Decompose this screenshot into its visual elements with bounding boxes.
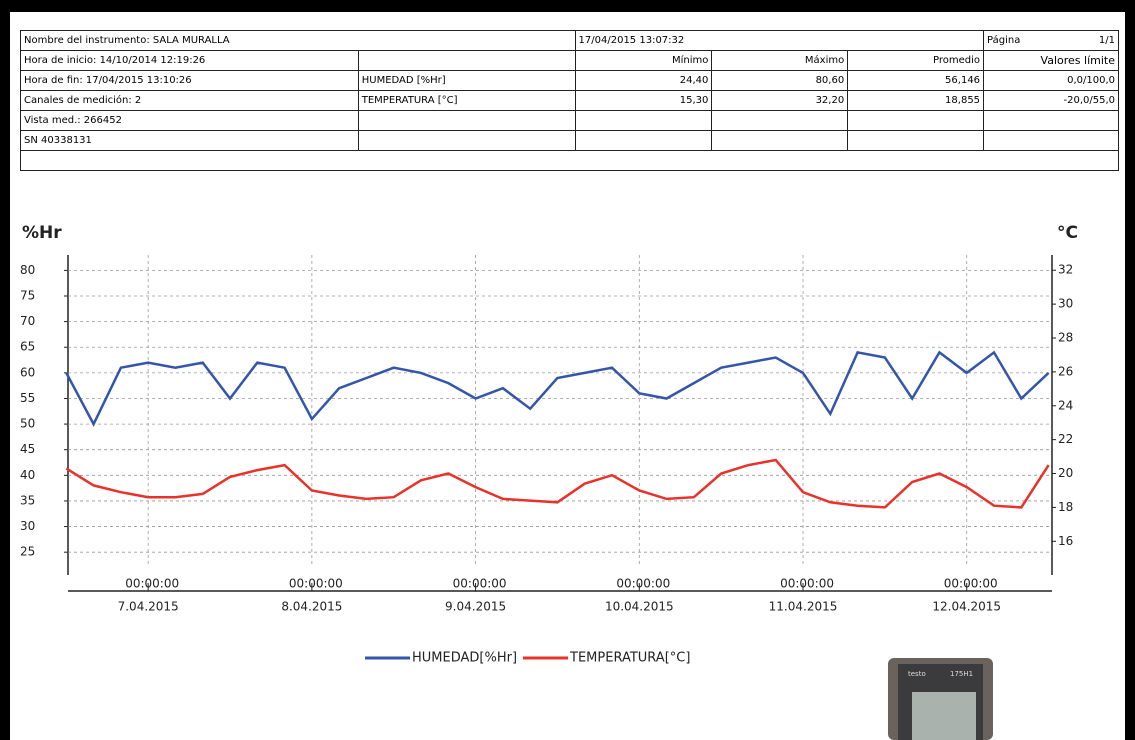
- y2-tick-label: 22: [1058, 432, 1073, 446]
- x-tick-label: 8.04.2015: [281, 600, 342, 614]
- y2-tick-label: 28: [1058, 331, 1073, 345]
- y2-tick-label: 20: [1058, 466, 1073, 480]
- series-line: [66, 460, 1048, 507]
- y-tick-label: 65: [20, 340, 35, 354]
- y-tick-label: 60: [20, 365, 35, 379]
- y2-tick-label: 26: [1058, 364, 1073, 378]
- y-tick-label: 50: [20, 417, 35, 431]
- y-tick-label: 30: [20, 519, 35, 533]
- x-tick-label: 10.04.2015: [605, 600, 674, 614]
- y-tick-label: 25: [20, 545, 35, 559]
- x-tick-label: 00:00:00: [125, 577, 179, 591]
- y-tick-label: 45: [20, 442, 35, 456]
- x-tick-label: 11.04.2015: [769, 600, 838, 614]
- x-tick-label: 00:00:00: [944, 577, 998, 591]
- y2-tick-label: 30: [1058, 297, 1073, 311]
- series-line: [66, 352, 1048, 424]
- x-tick-label: 00:00:00: [453, 577, 507, 591]
- y-axis-title: %Hr: [22, 223, 62, 243]
- x-tick-label: 9.04.2015: [445, 600, 506, 614]
- y-tick-label: 35: [20, 493, 35, 507]
- y-tick-label: 75: [20, 288, 35, 302]
- y2-axis-title: °C: [1057, 223, 1078, 243]
- device-photo: testo 175H1: [888, 658, 993, 740]
- x-tick-label: 00:00:00: [289, 577, 343, 591]
- y-tick-label: 55: [20, 391, 35, 405]
- y-tick-label: 80: [20, 263, 35, 277]
- y-tick-label: 70: [20, 314, 35, 328]
- y2-tick-label: 32: [1058, 263, 1073, 277]
- x-tick-label: 00:00:00: [616, 577, 670, 591]
- legend-label: TEMPERATURA[°C]: [569, 651, 690, 666]
- y2-tick-label: 16: [1058, 534, 1073, 548]
- y2-tick-label: 18: [1058, 500, 1073, 514]
- x-tick-label: 12.04.2015: [932, 600, 1001, 614]
- y-tick-label: 40: [20, 468, 35, 482]
- x-tick-label: 7.04.2015: [118, 600, 179, 614]
- y2-tick-label: 24: [1058, 398, 1073, 412]
- x-tick-label: 00:00:00: [780, 577, 834, 591]
- report-page: Nombre del instrumento: SALA MURALLA 17/…: [10, 12, 1125, 740]
- legend-label: HUMEDAD[%Hr]: [412, 651, 517, 666]
- device-brand: testo: [908, 670, 926, 678]
- device-model: 175H1: [950, 670, 973, 678]
- chart: %Hr °C testo 175H1 25 30 35 40 45 50 55 60 65 70 7…: [10, 12, 1125, 740]
